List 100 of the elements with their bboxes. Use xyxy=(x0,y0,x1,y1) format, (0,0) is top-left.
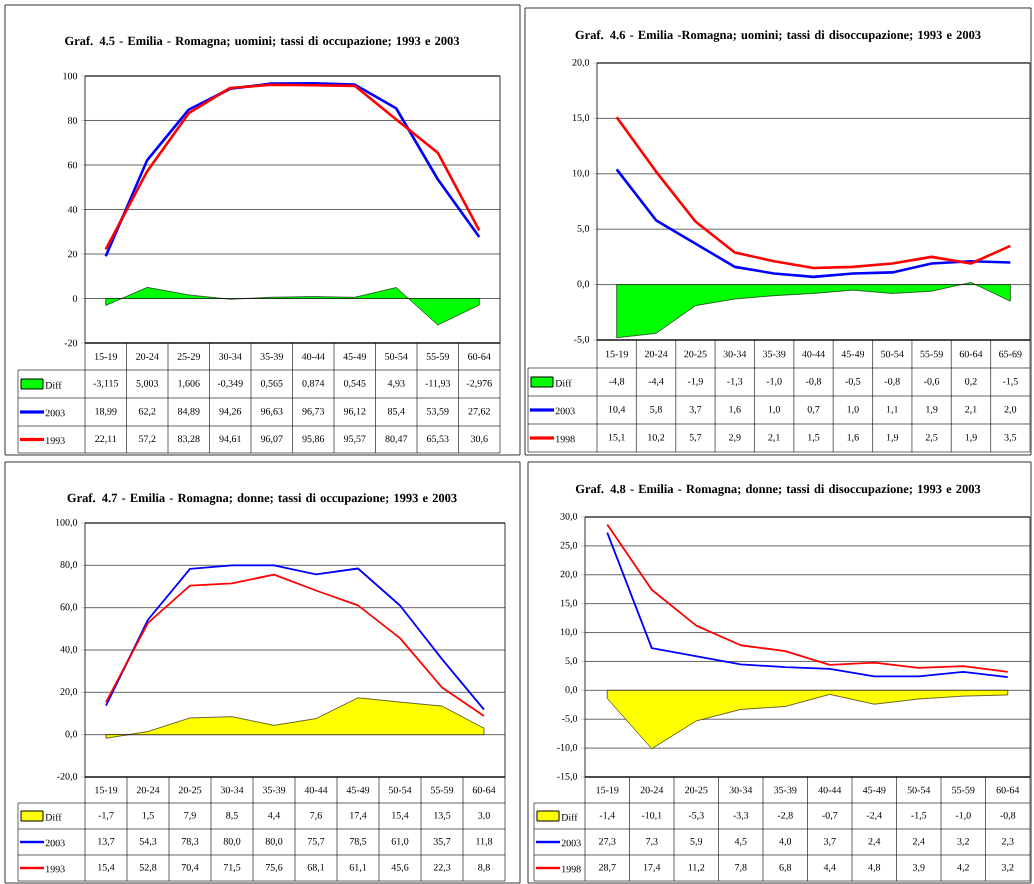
data-label: -2,976 xyxy=(466,379,492,389)
data-label: 78,5 xyxy=(349,837,367,847)
y-tick-label: -5,0 xyxy=(574,335,590,345)
chart-title: Graf. 4.6 - Emilia -Romagna; uomini; tassi di disoccupazione; 1993 e 2003 xyxy=(575,30,981,42)
data-label: -4,8 xyxy=(609,377,625,387)
data-label: -0,8 xyxy=(884,377,900,387)
legend-label: 2003 xyxy=(561,839,581,847)
data-label: 80,47 xyxy=(385,435,408,444)
legend-label: 2003 xyxy=(45,409,65,417)
x-tick-label: 50-54 xyxy=(385,353,408,360)
data-label: 10,4 xyxy=(608,405,626,415)
data-label: -5,3 xyxy=(688,811,704,821)
data-label: 3,9 xyxy=(913,863,925,873)
data-label: 2,4 xyxy=(868,837,881,847)
data-label: 61,1 xyxy=(349,863,367,873)
x-tick-label: 65-69 xyxy=(999,350,1022,358)
data-label: -1,7 xyxy=(98,811,114,821)
legend-label: 1993 xyxy=(46,437,65,444)
x-tick-label: 55-59 xyxy=(920,350,943,358)
data-label: 80,0 xyxy=(265,837,283,847)
data-label: 45,6 xyxy=(391,863,409,873)
data-label: 2,9 xyxy=(728,433,741,443)
data-label: 7,9 xyxy=(184,811,196,821)
y-tick-label: 40,0 xyxy=(60,645,78,655)
data-label: 3,7 xyxy=(824,837,836,847)
data-label: 4,4 xyxy=(267,811,281,821)
data-label: 27,62 xyxy=(468,407,490,417)
data-label: 95,57 xyxy=(343,435,366,444)
data-label: 94,26 xyxy=(219,407,242,417)
y-tick-label: -20 xyxy=(64,339,78,347)
data-label: 0,545 xyxy=(343,379,366,389)
y-tick-label: 100 xyxy=(63,72,78,80)
data-label: 96,07 xyxy=(260,435,283,444)
x-tick-label: 45-49 xyxy=(346,786,370,794)
data-label: 4,5 xyxy=(734,837,747,847)
x-tick-label: 20-24 xyxy=(644,350,668,358)
data-label: 54,3 xyxy=(139,837,157,847)
data-label: 0,874 xyxy=(302,379,325,389)
y-tick-label: 15,0 xyxy=(572,114,590,123)
x-tick-label: 35-39 xyxy=(763,350,786,358)
data-label: -1,4 xyxy=(599,811,615,821)
x-tick-label: 20-25 xyxy=(684,350,707,358)
legend-label: 1998 xyxy=(562,865,581,873)
data-label: 1,0 xyxy=(768,405,780,415)
data-label: 96,73 xyxy=(302,407,325,417)
x-tick-label: 50-54 xyxy=(907,786,931,794)
chart-title: Graf. 4.5 - Emilia - Romagna; uomini; tassi di occupazione; 1993 e 2003 xyxy=(65,36,460,48)
x-tick-label: 20-24 xyxy=(136,786,160,794)
x-tick-label: 30-34 xyxy=(220,786,244,794)
chart-title: Graf. 4.8 - Emilia - Romagna; donne; tassi di disoccupazione; 1993 e 2003 xyxy=(575,484,981,496)
data-label: -3,115 xyxy=(93,379,119,389)
data-label: -1,5 xyxy=(911,811,927,821)
data-label: 75,6 xyxy=(265,863,283,873)
x-tick-label: 35-39 xyxy=(774,786,797,794)
y-tick-label: -20,0 xyxy=(57,772,78,782)
data-label: 2,1 xyxy=(768,433,780,443)
x-tick-label: 15-19 xyxy=(95,353,117,360)
data-label: 1,606 xyxy=(178,379,200,389)
y-tick-label: 0 xyxy=(72,295,78,302)
x-tick-label: 30-34 xyxy=(219,353,242,360)
data-label: 83,28 xyxy=(177,435,200,444)
data-label: 2,1 xyxy=(965,405,977,415)
x-tick-label: 20-25 xyxy=(685,786,708,794)
data-label: 3,7 xyxy=(689,405,702,415)
x-tick-label: 30-34 xyxy=(729,786,753,794)
data-label: 94,61 xyxy=(219,435,241,444)
data-label: 57,2 xyxy=(139,435,156,444)
data-label: 0,7 xyxy=(807,405,820,415)
data-label: -1,0 xyxy=(955,811,971,821)
y-tick-label: 40 xyxy=(67,206,78,213)
data-label: 3,5 xyxy=(1004,433,1017,443)
y-tick-label: 100,0 xyxy=(55,518,78,528)
data-label: -0,6 xyxy=(924,377,940,387)
data-label: 22,11 xyxy=(95,435,117,444)
data-label: 4,8 xyxy=(868,863,881,873)
y-tick-label: 20,0 xyxy=(560,570,578,579)
data-label: 68,1 xyxy=(307,863,325,873)
data-label: 4,4 xyxy=(823,863,836,873)
data-label: 2,4 xyxy=(912,837,925,847)
data-label: 2,5 xyxy=(925,433,938,443)
data-label: -4,4 xyxy=(648,377,664,387)
x-tick-label: 50-54 xyxy=(881,350,904,358)
data-label: 52,8 xyxy=(139,863,157,873)
data-label: 15,4 xyxy=(392,811,409,821)
y-tick-label: 25,0 xyxy=(560,541,578,550)
x-tick-label: 35-39 xyxy=(262,786,286,794)
y-tick-label: 5,0 xyxy=(577,225,590,234)
x-tick-label: 15-19 xyxy=(605,350,628,358)
data-label: 35,7 xyxy=(433,837,451,847)
data-label: -0,349 xyxy=(217,379,243,389)
x-tick-label: 60-64 xyxy=(959,350,983,358)
data-label: -2,8 xyxy=(777,811,793,821)
legend-label: Diff xyxy=(561,813,578,821)
x-tick-label: 20-25 xyxy=(178,786,202,794)
y-tick-label: -5,0 xyxy=(562,715,578,724)
y-tick-label: 80,0 xyxy=(60,561,78,570)
x-tick-label: 40-44 xyxy=(818,786,842,794)
data-label: 78,3 xyxy=(181,837,199,847)
x-tick-label: 45-49 xyxy=(343,353,366,360)
data-label: -0,7 xyxy=(822,811,838,821)
